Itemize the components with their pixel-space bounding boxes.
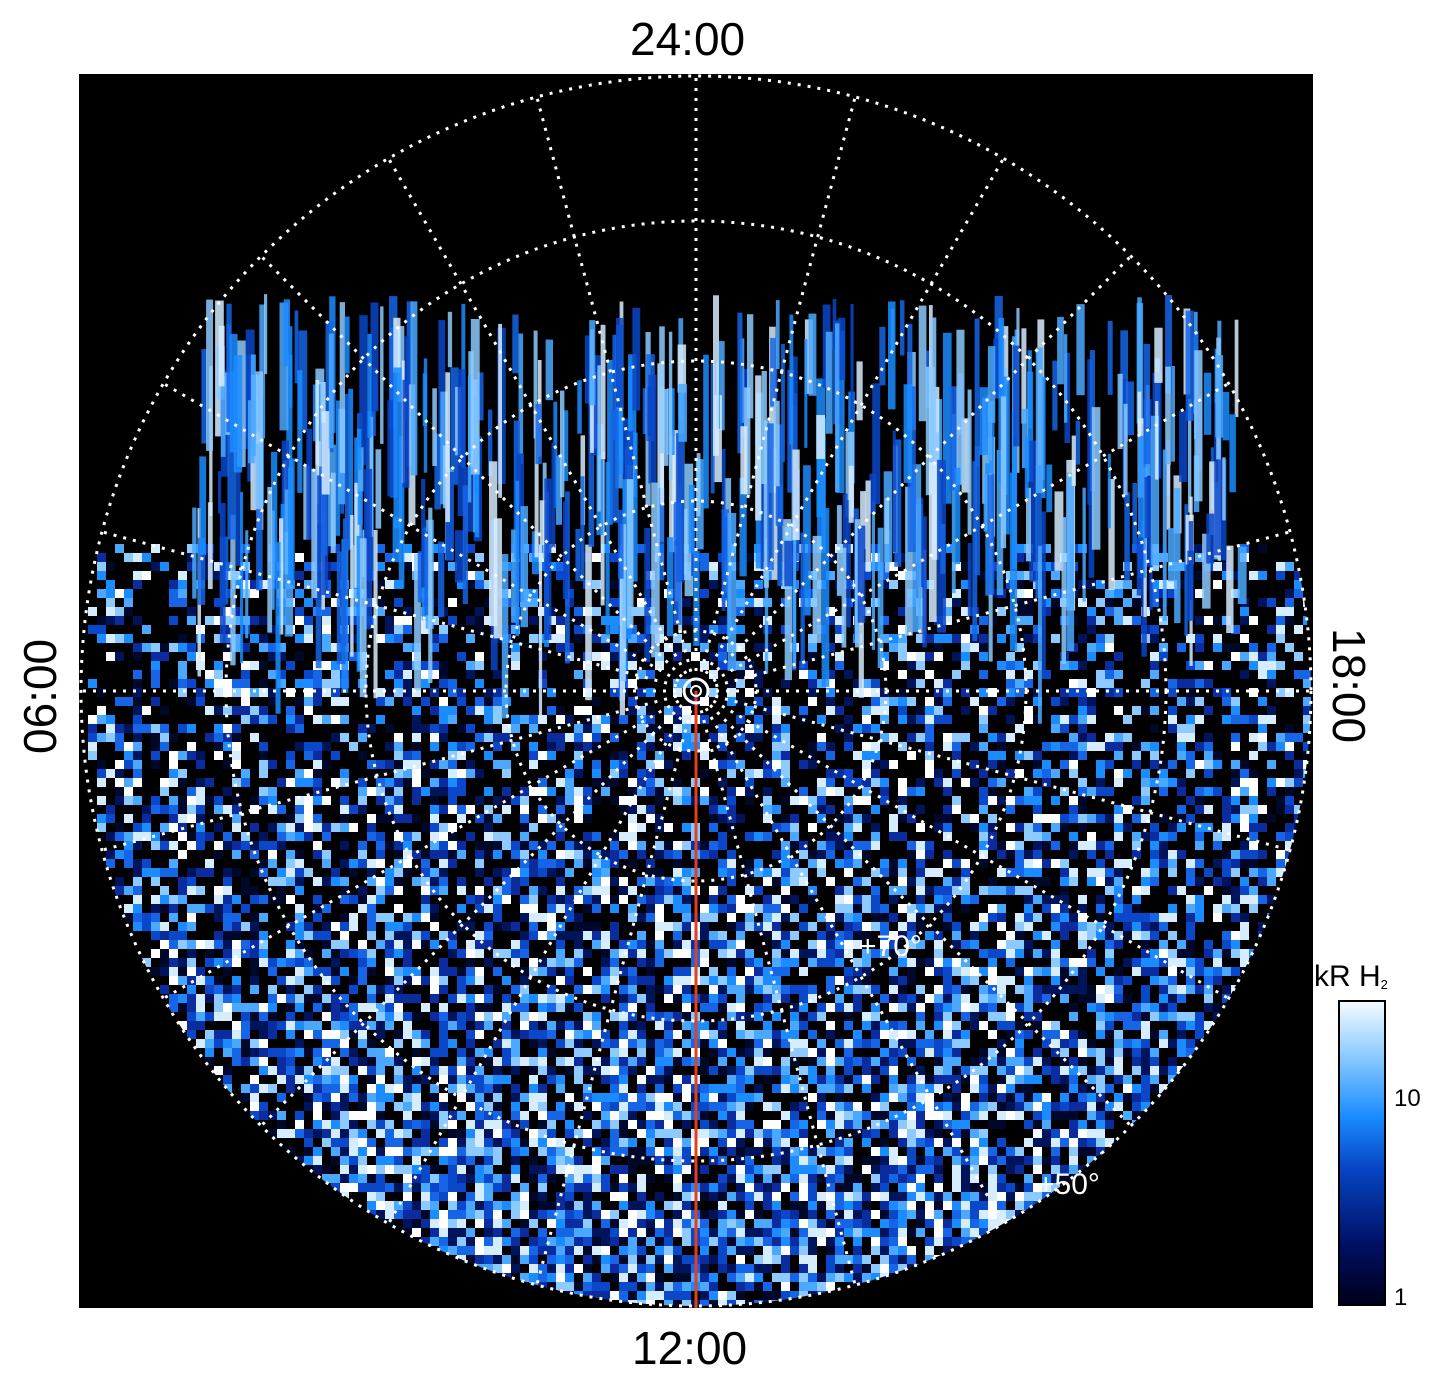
local-time-label-noon: 12:00 <box>632 1322 748 1374</box>
colorbar <box>1338 1000 1386 1306</box>
colorbar-tick-1: 1 <box>1394 1284 1408 1311</box>
latitude-label-50: +50° <box>1037 1168 1100 1201</box>
latitude-label-70: +70° <box>859 930 922 963</box>
local-time-label-midnight: 24:00 <box>630 13 746 65</box>
colorbar-title: kR H2 <box>1314 960 1388 993</box>
auroral-oval-band <box>192 294 1247 724</box>
emission-noise-field <box>88 544 1311 1306</box>
latitude-longitude-grid <box>79 74 1313 1308</box>
polar-projection-image: +70° +50° <box>79 74 1313 1308</box>
pole-marker-inner <box>690 685 702 697</box>
local-time-label-dawn: 06:00 <box>14 638 66 754</box>
colorbar-tick-10: 10 <box>1394 1085 1421 1112</box>
polar-map-svg <box>79 74 1313 1308</box>
latitude-circle <box>79 74 1313 1308</box>
local-time-label-dusk: 18:00 <box>1323 628 1375 744</box>
pole-marker-outer <box>682 677 710 705</box>
